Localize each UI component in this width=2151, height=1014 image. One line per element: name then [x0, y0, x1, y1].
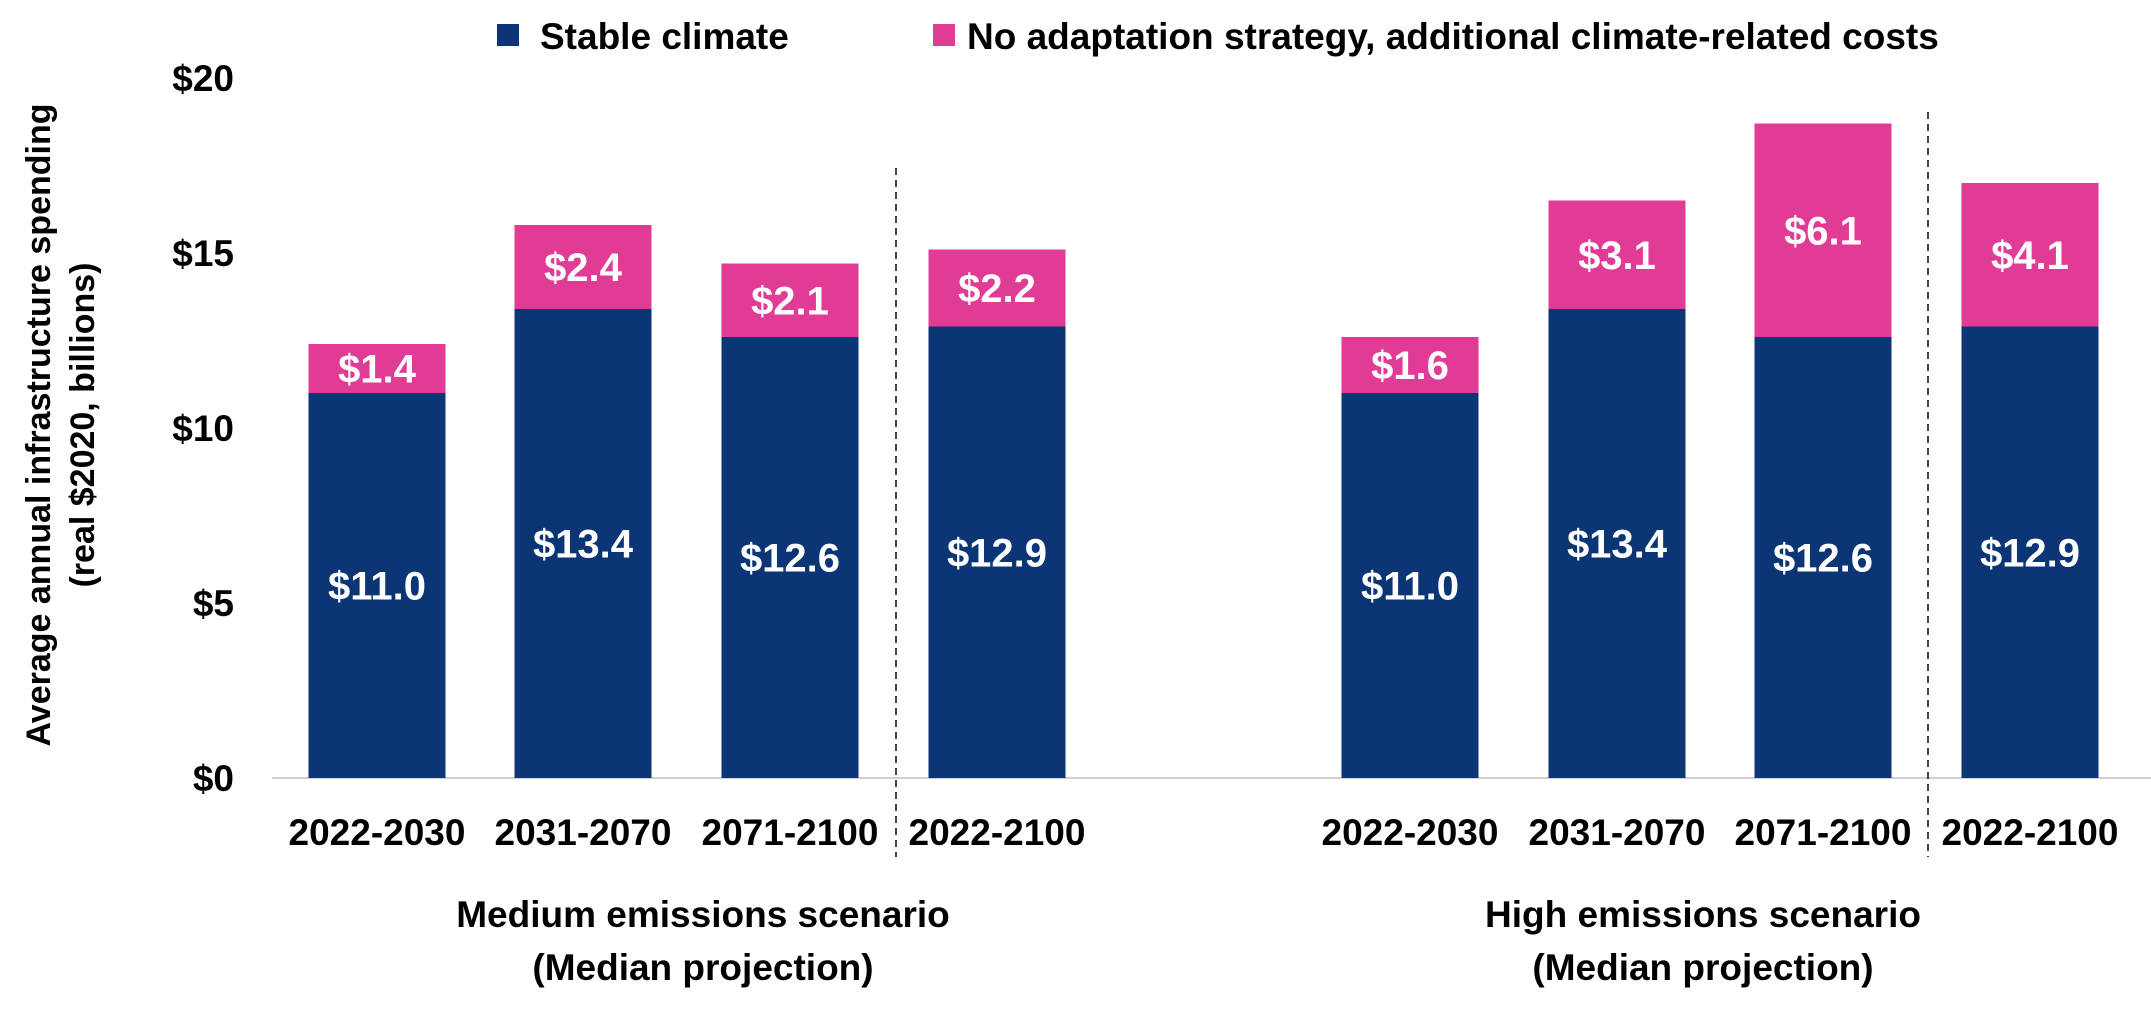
bar-stable-climate: [721, 337, 859, 778]
data-label-stable: $11.0: [1361, 565, 1459, 609]
data-label-stable: $11.0: [328, 565, 426, 609]
data-label-additional: $4.1: [1991, 234, 2069, 278]
data-label-additional: $1.6: [1371, 344, 1449, 388]
bar-stable-climate: [308, 393, 446, 778]
data-label-additional: $1.4: [338, 348, 417, 392]
data-label-additional: $2.1: [751, 279, 829, 323]
bar-stable-climate: [514, 309, 652, 778]
x-tick-label: 2022-2030: [289, 812, 466, 853]
x-tick-label: 2022-2100: [1942, 812, 2119, 853]
x-tick-label: 2022-2030: [1322, 812, 1499, 853]
bar-additional-costs: [514, 225, 652, 309]
legend-label-stable: Stable climate: [540, 16, 789, 57]
y-axis-title-line: Average annual infrastructure spending: [20, 104, 58, 747]
y-tick-label: $5: [193, 583, 234, 624]
bar-additional-costs: [721, 263, 859, 337]
data-label-stable: $13.4: [1567, 523, 1668, 567]
data-label-stable: $12.9: [1980, 531, 2080, 575]
x-tick-label: 2031-2070: [495, 812, 672, 853]
legend-label-additional: No adaptation strategy, additional clima…: [967, 16, 1939, 57]
data-label-stable: $12.6: [1773, 537, 1873, 581]
legend: Stable climate No adaptation strategy, ad…: [497, 16, 1939, 57]
data-label-additional: $3.1: [1578, 234, 1656, 278]
data-label-additional: $2.2: [958, 267, 1036, 311]
bar-additional-costs: [928, 249, 1066, 327]
bar-stable-climate: [1754, 337, 1892, 778]
y-tick-label: $0: [193, 758, 234, 799]
bar-stable-climate: [1961, 326, 2099, 778]
y-tick-label: $20: [172, 58, 234, 99]
group-label-line: Medium emissions scenario: [456, 894, 950, 935]
x-tick-label: 2071-2100: [702, 812, 879, 853]
group-label-line: (Median projection): [1532, 947, 1873, 988]
x-tick-label: 2031-2070: [1529, 812, 1706, 853]
y-tick-label: $15: [172, 233, 234, 274]
data-label-stable: $12.6: [740, 537, 840, 581]
x-tick-label: 2071-2100: [1735, 812, 1912, 853]
group-label-line: (Median projection): [532, 947, 873, 988]
group-label-line: High emissions scenario: [1485, 894, 1921, 935]
y-tick-label: $10: [172, 408, 234, 449]
legend-swatch-stable: [497, 24, 519, 46]
bar-stable-climate: [1548, 309, 1686, 778]
bar-additional-costs: [1754, 123, 1892, 337]
bar-stable-climate: [928, 326, 1066, 778]
bar-stable-climate: [1341, 393, 1479, 778]
category-labels: 2022-2030 2031-2070 2071-2100 2022-2100 Medi…: [289, 812, 2119, 988]
bar-additional-costs: [308, 344, 446, 393]
data-label-stable: $13.4: [533, 523, 634, 567]
data-label-additional: $2.4: [544, 246, 623, 290]
data-label-stable: $12.9: [947, 531, 1047, 575]
y-axis-title-line: (real $2020, billions): [64, 262, 102, 587]
bar-additional-costs: [1961, 183, 2099, 327]
y-axis-title: Average annual infrastructure spending (r…: [20, 104, 102, 747]
x-tick-label: 2022-2100: [909, 812, 1086, 853]
data-label-additional: $6.1: [1784, 209, 1862, 253]
bar-additional-costs: [1341, 337, 1479, 393]
bar-additional-costs: [1548, 200, 1686, 309]
legend-swatch-additional: [933, 24, 955, 46]
bars: $11.0 $1.4 $13.4 $2.4 $12.6 $2.1 $12.9 $2.2 $11.…: [308, 123, 2099, 778]
